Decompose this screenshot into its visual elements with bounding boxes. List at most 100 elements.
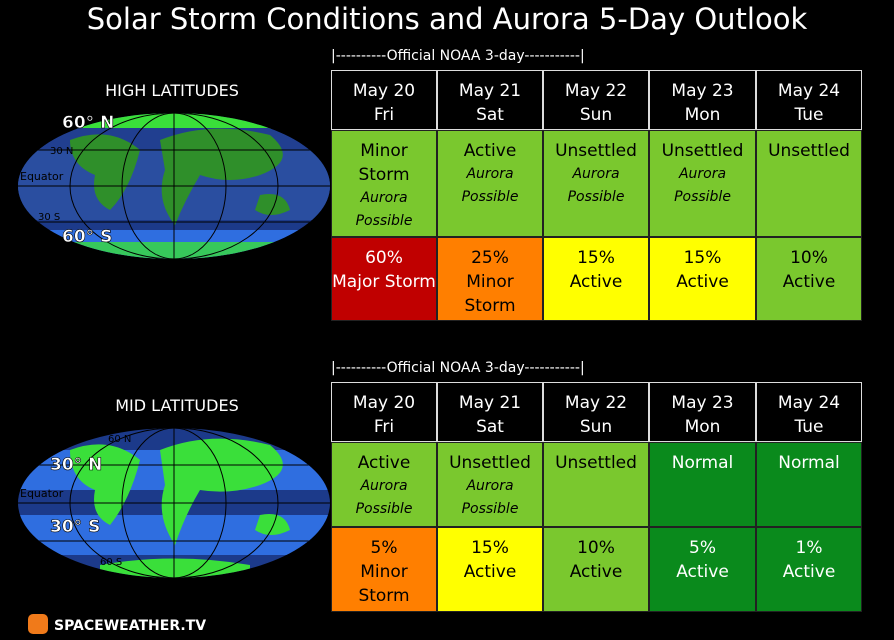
noaa-label: |----------Official NOAA 3-day----------… xyxy=(331,360,585,376)
day-header: May 21 Sat xyxy=(437,70,543,130)
condition: Unsettled xyxy=(555,141,637,161)
chance: 60% xyxy=(365,248,403,268)
date: May 21 xyxy=(458,81,522,101)
day-header: May 22 Sun xyxy=(543,382,649,442)
map-label: 30° S xyxy=(50,517,100,537)
condition-cell: Unsettled Aurora Possible xyxy=(543,130,649,237)
map-mid xyxy=(18,428,330,578)
map-label: 30 N xyxy=(50,146,73,157)
condition: Normal xyxy=(671,453,734,473)
map-high xyxy=(18,113,330,259)
chance: 1% xyxy=(795,538,823,558)
map-label: Equator xyxy=(20,487,64,500)
map-label: 60 S xyxy=(100,557,122,568)
map-label: 30° N xyxy=(50,455,102,475)
weekday: Sun xyxy=(579,105,613,125)
map-label: 60° S xyxy=(62,227,112,247)
forecast: Minor Storm xyxy=(358,562,410,606)
day-header: May 20 Fri xyxy=(331,382,437,442)
forecast-cell: 1% Active xyxy=(756,527,862,612)
condition-cell: Normal xyxy=(649,442,756,527)
forecast: Minor Storm xyxy=(464,272,516,316)
weekday: Fri xyxy=(373,417,395,437)
forecast: Active xyxy=(782,562,836,582)
forecast-cell: 15% Active xyxy=(649,237,756,321)
forecast-cell: 25% Minor Storm xyxy=(437,237,543,321)
condition: Unsettled xyxy=(449,453,531,473)
condition-cell: Unsettled Aurora Possible xyxy=(649,130,756,237)
chance: 5% xyxy=(689,538,716,558)
weekday: Sat xyxy=(476,105,504,125)
day-header: May 24 Tue xyxy=(756,382,862,442)
condition: Unsettled xyxy=(555,453,637,473)
condition: Active xyxy=(463,141,517,161)
condition-cell: Active Aurora Possible xyxy=(437,130,543,237)
date: May 20 xyxy=(352,81,416,101)
forecast-cell: 15% Active xyxy=(437,527,543,612)
condition-note: Aurora Possible xyxy=(461,166,519,205)
date: May 24 xyxy=(777,81,841,101)
day-header: May 22 Sun xyxy=(543,70,649,130)
condition: Unsettled xyxy=(768,141,850,161)
section-heading: HIGH LATITUDES xyxy=(105,81,239,100)
weekday: Fri xyxy=(373,105,395,125)
chance: 15% xyxy=(683,248,722,268)
date: May 23 xyxy=(671,81,734,101)
noaa-label: |----------Official NOAA 3-day----------… xyxy=(331,48,585,64)
condition: Active xyxy=(357,453,411,473)
weekday: Tue xyxy=(794,105,824,125)
forecast: Active xyxy=(463,562,517,582)
forecast-cell: 15% Active xyxy=(543,237,649,321)
condition-cell: Active Aurora Possible xyxy=(331,442,437,527)
condition-cell: Normal xyxy=(756,442,862,527)
day-header: May 21 Sat xyxy=(437,382,543,442)
logo-icon xyxy=(28,614,48,634)
condition: Minor Storm xyxy=(358,141,410,185)
weekday: Mon xyxy=(684,105,721,125)
forecast: Active xyxy=(569,562,623,582)
title: Solar Storm Conditions and Aurora 5-Day … xyxy=(86,2,808,36)
forecast: Active xyxy=(782,272,836,292)
condition-note: Aurora Possible xyxy=(355,190,413,229)
date: May 22 xyxy=(564,81,628,101)
condition-note: Aurora Possible xyxy=(461,478,519,517)
forecast-cell: 10% Active xyxy=(756,237,862,321)
date: May 20 xyxy=(352,393,416,413)
map-label: 30 S xyxy=(38,212,60,223)
day-header: May 24 Tue xyxy=(756,70,862,130)
condition-cell: Unsettled Aurora Possible xyxy=(437,442,543,527)
chance: 10% xyxy=(577,538,615,558)
day-header: May 23 Mon xyxy=(649,382,756,442)
forecast-cell: 5% Minor Storm xyxy=(331,527,437,612)
forecast: Active xyxy=(676,272,729,292)
condition-note: Aurora Possible xyxy=(355,478,413,517)
logo: SPACEWEATHER.TV xyxy=(54,618,206,634)
forecast-cell: 10% Active xyxy=(543,527,649,612)
weekday: Tue xyxy=(794,417,824,437)
chance: 25% xyxy=(471,248,509,268)
condition-cell: Unsettled xyxy=(543,442,649,527)
condition-cell: Minor Storm Aurora Possible xyxy=(331,130,437,237)
map-label: 60 N xyxy=(108,434,131,445)
chance: 15% xyxy=(577,248,615,268)
weekday: Sat xyxy=(476,417,504,437)
weekday: Sun xyxy=(579,417,613,437)
condition: Unsettled xyxy=(661,141,744,161)
weekday: Mon xyxy=(684,417,721,437)
forecast-cell: 5% Active xyxy=(649,527,756,612)
chance: 15% xyxy=(471,538,509,558)
date: May 23 xyxy=(671,393,734,413)
date: May 22 xyxy=(564,393,628,413)
date: May 24 xyxy=(777,393,841,413)
forecast: Active xyxy=(569,272,623,292)
map-label: 60° N xyxy=(62,113,114,133)
section-heading: MID LATITUDES xyxy=(115,396,239,415)
condition: Normal xyxy=(778,453,840,473)
chance: 10% xyxy=(790,248,828,268)
date: May 21 xyxy=(458,393,522,413)
map-label: Equator xyxy=(20,170,64,183)
forecast: Major Storm xyxy=(332,272,436,292)
forecast: Active xyxy=(676,562,729,582)
